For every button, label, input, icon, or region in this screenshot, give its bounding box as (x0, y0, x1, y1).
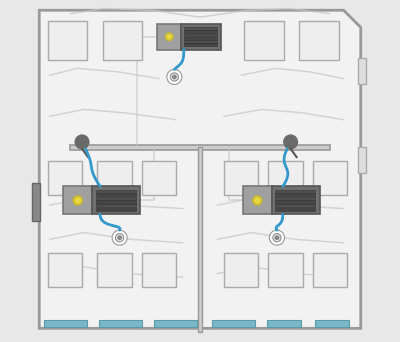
Bar (98, 161, 132, 195)
Circle shape (166, 33, 173, 41)
Bar (63, 186, 92, 214)
Bar (96, 197, 136, 200)
Bar (181, 24, 220, 50)
Bar (275, 208, 315, 211)
Bar (70, 145, 330, 150)
Bar (224, 161, 258, 195)
Bar (184, 43, 217, 46)
Bar (275, 193, 315, 196)
Bar (275, 204, 315, 207)
Bar (96, 193, 136, 196)
Bar (184, 27, 217, 30)
Bar (358, 147, 366, 173)
Circle shape (170, 73, 178, 81)
Bar (299, 21, 338, 60)
Bar (268, 161, 302, 195)
Bar (313, 161, 347, 195)
Bar (243, 186, 272, 214)
Bar (48, 253, 82, 287)
Bar (198, 147, 202, 332)
Bar (157, 24, 181, 50)
Bar (275, 197, 315, 200)
Circle shape (275, 236, 279, 239)
Circle shape (167, 35, 172, 39)
Bar (275, 200, 315, 203)
Bar (32, 183, 40, 221)
Bar (184, 37, 217, 40)
Bar (96, 190, 136, 193)
Circle shape (116, 234, 124, 242)
Bar (184, 40, 217, 43)
Bar (224, 253, 258, 287)
Circle shape (73, 196, 82, 205)
Circle shape (167, 69, 182, 84)
Circle shape (112, 230, 127, 245)
Bar (96, 200, 136, 203)
Bar (96, 208, 136, 211)
Bar (92, 186, 140, 214)
Circle shape (75, 135, 89, 149)
Bar (96, 204, 136, 207)
Bar (314, 320, 349, 327)
Bar (313, 253, 347, 287)
Circle shape (253, 196, 262, 205)
Bar (268, 253, 302, 287)
Bar (142, 161, 176, 195)
Bar (184, 34, 217, 36)
Circle shape (284, 135, 298, 149)
Circle shape (270, 230, 284, 245)
Bar (142, 253, 176, 287)
Bar (275, 190, 315, 193)
Bar (98, 253, 132, 287)
Bar (99, 320, 142, 327)
Bar (358, 58, 366, 84)
Bar (102, 21, 142, 60)
Circle shape (273, 234, 281, 242)
Circle shape (118, 236, 121, 239)
Bar (184, 30, 217, 33)
Bar (48, 21, 87, 60)
Polygon shape (39, 10, 361, 328)
Bar (154, 320, 196, 327)
Circle shape (255, 198, 260, 203)
Bar (267, 320, 301, 327)
Circle shape (173, 75, 176, 79)
Bar (272, 186, 320, 214)
Bar (212, 320, 255, 327)
Bar (244, 21, 284, 60)
Bar (44, 320, 87, 327)
Circle shape (75, 198, 80, 203)
Bar (48, 161, 82, 195)
